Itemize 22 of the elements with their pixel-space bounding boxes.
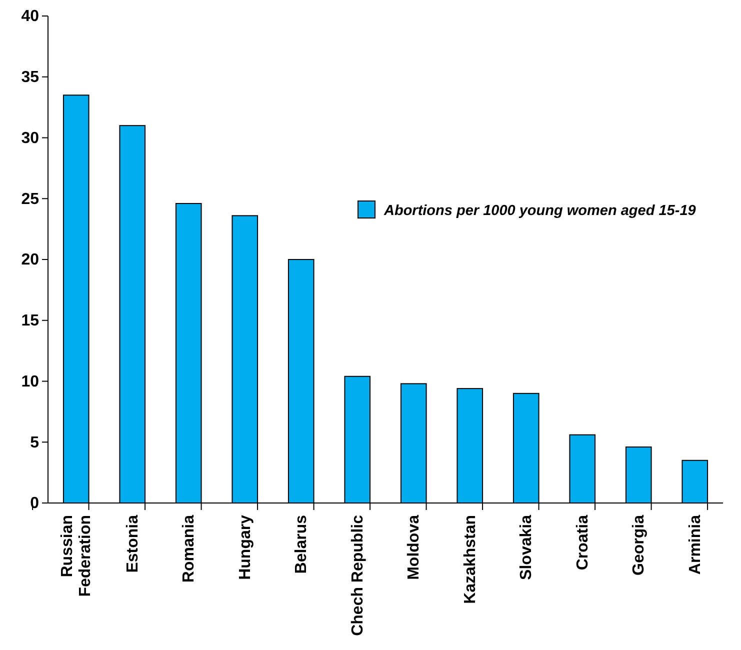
y-tick-label: 25 — [21, 190, 40, 208]
y-tick-label: 10 — [21, 373, 40, 390]
x-tick-label: Chech Republic — [349, 514, 366, 636]
y-tick-label: 35 — [21, 68, 40, 86]
x-tick-label: Croatia — [574, 514, 592, 570]
y-tick-label: 15 — [21, 312, 40, 330]
y-tick-label: 20 — [21, 252, 40, 269]
y-tick-label: 5 — [30, 434, 40, 452]
x-tick-label: Belarus — [293, 514, 310, 574]
x-tick-label: Georgia — [630, 514, 648, 576]
x-tick-label: Arminia — [686, 514, 704, 575]
x-tick-label: Slovakia — [518, 514, 536, 580]
y-tick-label: 40 — [21, 8, 40, 26]
legend-label: Abortions per 1000 young women aged 15-19 — [383, 203, 696, 219]
x-tick-label: Hungary — [236, 514, 254, 580]
x-tick-label: Estonia — [124, 514, 142, 573]
y-tick-label: 30 — [21, 130, 40, 147]
y-tick-label: 0 — [30, 495, 40, 512]
x-tick-label: Romania — [180, 514, 198, 583]
x-tick-label: Russian Federation — [59, 515, 94, 597]
x-tick-label: Moldova — [406, 514, 423, 580]
x-tick-label: Kazakhstan — [462, 515, 479, 604]
